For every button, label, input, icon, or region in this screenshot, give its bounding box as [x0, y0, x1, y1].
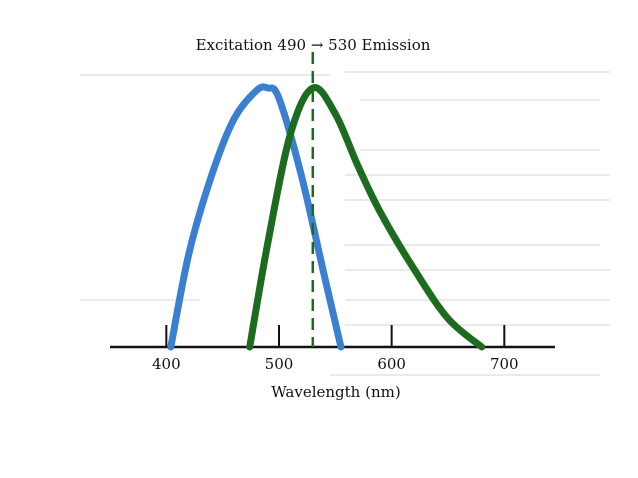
x-tick-label: 500: [265, 355, 294, 373]
x-axis-label: Wavelength (nm): [271, 383, 400, 401]
x-axis-ticks: 400 500 600 700: [152, 325, 519, 373]
plot-area: 400 500 600 700: [110, 52, 555, 373]
series-layer: [167, 83, 486, 351]
x-tick-label: 600: [377, 355, 406, 373]
series-line-emission: [246, 84, 486, 351]
x-tick-label: 400: [152, 355, 181, 373]
x-tick-label: 700: [490, 355, 519, 373]
chart-title: Excitation 490 → 530 Emission: [196, 36, 431, 54]
series-line-excitation: [167, 83, 345, 351]
